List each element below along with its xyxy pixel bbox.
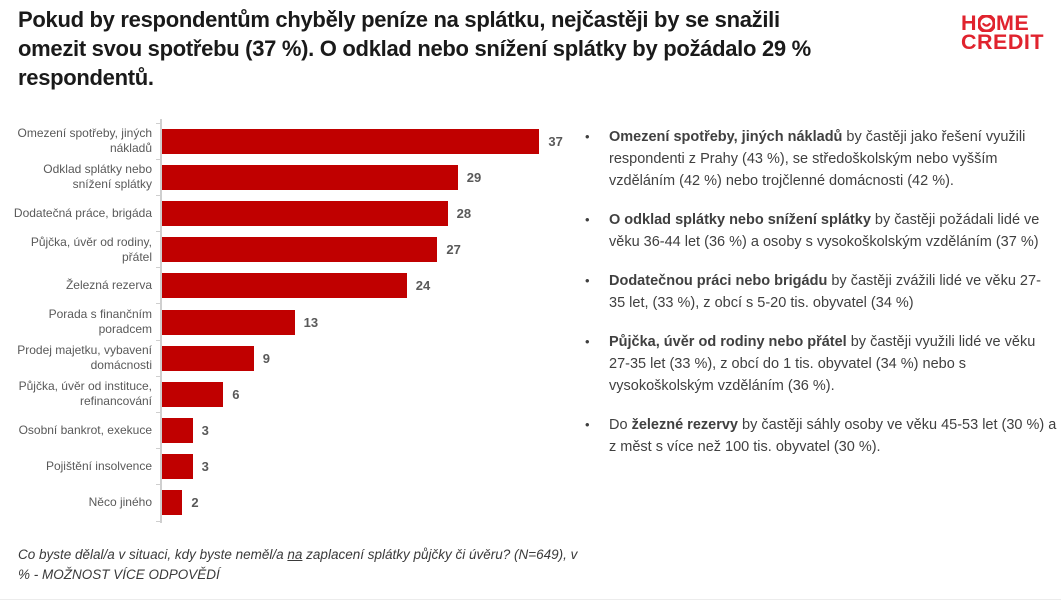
bar-track: 29 <box>162 164 570 190</box>
value-label: 2 <box>191 495 199 511</box>
smiling-o-icon <box>976 13 997 34</box>
bar-track: 9 <box>162 345 570 371</box>
category-label: Omezení spotřeby, jiných nákladů <box>17 126 152 156</box>
bullet-dot-icon: • <box>585 129 590 144</box>
category-label: Osobní bankrot, exekuce <box>18 423 152 438</box>
category-label: Něco jiného <box>88 495 152 510</box>
insight-bullet-list: • Omezení spotřeby, jiných nákladů by čas… <box>585 126 1057 475</box>
bar-chart-rows: Omezení spotřeby, jiných nákladů 37 Odklad… <box>10 122 570 522</box>
bullet-dot-icon: • <box>585 334 590 349</box>
page-title: Pokud by respondentům chyběly peníze na … <box>18 5 933 92</box>
bullet-text: Půjčka, úvěr od rodiny nebo přátel by ča… <box>609 334 1036 394</box>
bar <box>162 128 540 154</box>
value-label: 28 <box>456 205 472 221</box>
bar-track: 37 <box>162 128 570 154</box>
bar-track: 2 <box>162 490 570 516</box>
value-label: 3 <box>201 459 209 475</box>
logo-text-me: ME <box>996 11 1030 35</box>
value-label: 3 <box>201 423 209 439</box>
bar-track: 28 <box>162 200 570 226</box>
insight-bullet: • Do železné rezervy by častěji sáhly oso… <box>585 414 1057 458</box>
category-label: Prodej majetku, vybavení domácnosti <box>17 343 152 373</box>
bar-row: Železná rezerva 24 <box>10 267 570 304</box>
value-label: 13 <box>303 314 319 330</box>
bullet-text: O odklad splátky nebo snížení splátky by… <box>609 212 1040 250</box>
bar-row: Porada s finančním poradcem 13 <box>10 303 570 340</box>
logo-line-1: H ME <box>960 11 1044 35</box>
footnote-text-continued: zaplacení splátky půjčky či úvěru? (N=64… <box>18 547 578 582</box>
insight-bullet: • O odklad splátky nebo snížení splátky b… <box>585 209 1057 253</box>
bar-row: Prodej majetku, vybavení domácnosti 9 <box>10 339 570 376</box>
category-label: Půjčka, úvěr od rodiny, přátel <box>30 234 152 264</box>
category-label: Železná rezerva <box>65 278 152 293</box>
bar-track: 3 <box>162 418 570 444</box>
bar <box>162 345 254 371</box>
bar <box>162 273 407 299</box>
home-credit-logo: H ME CREDIT <box>960 11 1044 54</box>
insight-bullet: • Omezení spotřeby, jiných nákladů by čas… <box>585 126 1057 192</box>
logo-line-2: CREDIT <box>960 30 1044 54</box>
bar-chart: Omezení spotřeby, jiných nákladů 37 Odklad… <box>10 119 570 523</box>
value-label: 29 <box>466 169 482 185</box>
bar <box>162 237 438 263</box>
title-line-1: Pokud by respondentům chyběly peníze na … <box>18 7 780 32</box>
category-label: Porada s finančním poradcem <box>48 307 152 337</box>
footnote-underlined-word: na <box>287 547 303 562</box>
title-line-2: omezit svou spotřebu (37 %). O odklad ne… <box>18 36 811 61</box>
bar <box>162 309 295 335</box>
bullet-text: Dodatečnou práci nebo brigádu by častěji… <box>609 273 1041 311</box>
bar-row: Půjčka, úvěr od rodiny, přátel 27 <box>10 231 570 268</box>
bar-row: Něco jiného 2 <box>10 484 570 521</box>
bar <box>162 454 193 480</box>
category-label: Pojištění insolvence <box>45 459 152 474</box>
value-label: 24 <box>415 278 431 294</box>
logo-text-credit: CREDIT <box>960 30 1044 54</box>
insight-bullet: • Půjčka, úvěr od rodiny nebo přátel by č… <box>585 331 1057 397</box>
value-label: 27 <box>446 242 461 258</box>
category-label: Půjčka, úvěr od instituce, refinancování <box>18 379 152 409</box>
bullet-dot-icon: • <box>585 212 590 227</box>
bar-track: 6 <box>162 381 570 407</box>
bar <box>162 418 193 444</box>
bar <box>162 200 448 226</box>
title-line-3: respondentů. <box>18 65 154 90</box>
category-label: Dodatečná práce, brigáda <box>13 205 152 220</box>
value-label: 9 <box>262 350 271 366</box>
bullet-dot-icon: • <box>585 417 590 432</box>
bar-track: 3 <box>162 454 570 480</box>
bullet-dot-icon: • <box>585 273 590 288</box>
bar-row: Pojištění insolvence 3 <box>10 448 570 485</box>
value-label: 6 <box>232 386 240 402</box>
logo-text-h: H <box>960 11 977 35</box>
value-label: 37 <box>548 133 563 149</box>
bullet-text: Do železné rezervy by častěji sáhly osob… <box>609 417 1057 455</box>
category-label: Odklad splátky nebo snížení splátky <box>43 162 152 192</box>
bar-row: Dodatečná práce, brigáda 28 <box>10 194 570 231</box>
bar-row: Omezení spotřeby, jiných nákladů 37 <box>10 122 570 159</box>
bar-track: 24 <box>162 273 570 299</box>
footnote: Co byste dělal/a v situaci, kdy byste ne… <box>18 545 583 584</box>
category-axis <box>160 119 162 523</box>
bar-row: Osobní bankrot, exekuce 3 <box>10 411 570 449</box>
bar-track: 13 <box>162 309 570 335</box>
bar-row: Půjčka, úvěr od instituce, refinancování… <box>10 375 570 412</box>
insight-bullet: • Dodatečnou práci nebo brigádu by častěj… <box>585 270 1057 314</box>
bar <box>162 381 224 407</box>
footnote-text: Co byste dělal/a v situaci, kdy byste ne… <box>18 547 288 562</box>
bar-track: 27 <box>162 237 570 263</box>
bar <box>162 164 458 190</box>
bar <box>162 490 183 516</box>
bar-row: Odklad splátky nebo snížení splátky 29 <box>10 158 570 195</box>
bullet-text: Omezení spotřeby, jiných nákladů by čast… <box>609 129 1026 189</box>
